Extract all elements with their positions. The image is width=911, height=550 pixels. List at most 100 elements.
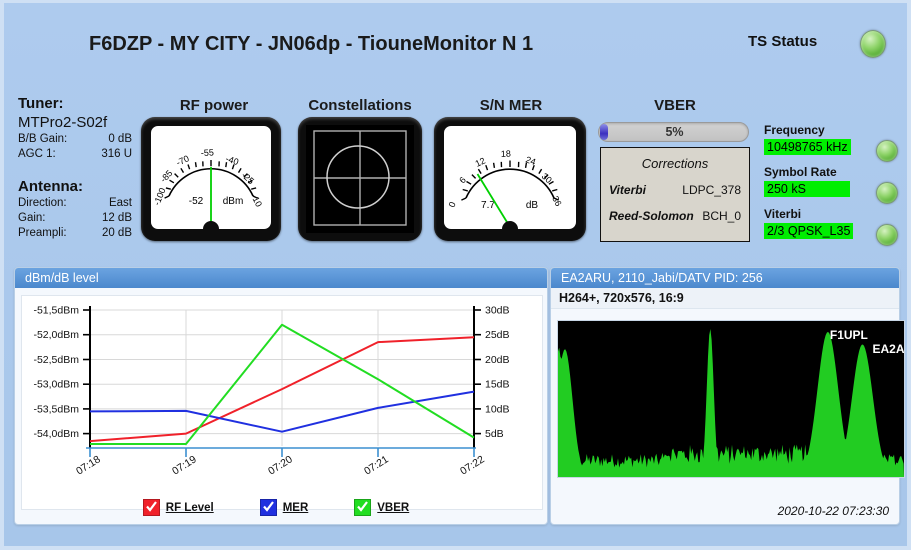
svg-text:07:18: 07:18: [74, 453, 103, 477]
svg-text:5dB: 5dB: [485, 428, 504, 440]
antenna-gain-label: Gain:: [18, 212, 46, 224]
tuner-bbgain-label: B/B Gain:: [18, 133, 68, 145]
ts-status-label: TS Status: [748, 33, 818, 50]
svg-text:-40: -40: [224, 153, 240, 167]
svg-text:30dB: 30dB: [485, 305, 510, 317]
svg-text:-25: -25: [240, 170, 256, 186]
constellation-face: [306, 125, 414, 233]
legend-label-vber: VBER: [377, 501, 410, 514]
tuner-agc1-value: 316 U: [101, 148, 132, 160]
svg-text:15dB: 15dB: [485, 379, 510, 391]
symbol-rate-value: 250 kS: [764, 181, 850, 197]
svg-text:-52,0dBm: -52,0dBm: [33, 329, 79, 341]
antenna-direction-value: East: [108, 197, 132, 209]
mer-checkbox[interactable]: [259, 499, 277, 516]
antenna-row: Preampli: 20 dB: [18, 226, 136, 240]
corrections-panel: Corrections Viterbi LDPC_378 Reed-Solomo…: [600, 147, 750, 242]
rf-power-reading: -52: [189, 196, 204, 207]
symbol-rate-led: [876, 182, 898, 204]
video-panel: EA2ARU, 2110_Jabi/DATV PID: 256 H264+, 7…: [550, 267, 905, 525]
viterbi-led: [876, 224, 898, 246]
corrections-viterbi-label: Viterbi: [609, 183, 646, 197]
antenna-heading: Antenna:: [18, 178, 83, 195]
viterbi-param: Viterbi 2/3 QPSK_L35: [764, 207, 898, 246]
constellation-grid: [313, 130, 407, 226]
svg-text:20dB: 20dB: [485, 354, 510, 366]
svg-text:25dB: 25dB: [485, 329, 510, 341]
rf-level-checkbox[interactable]: [142, 499, 160, 516]
timestamp: 2020-10-22 07:23:30: [777, 504, 889, 518]
sn-mer-caption: S/N MER: [479, 97, 543, 114]
svg-text:36: 36: [550, 194, 563, 207]
antenna-row: Gain: 12 dB: [18, 211, 136, 225]
svg-text:24: 24: [524, 154, 537, 167]
symbol-rate-label: Symbol Rate: [764, 165, 837, 179]
antenna-direction-label: Direction:: [18, 197, 67, 209]
spectrum-graph: F1UPL EA2AR: [558, 328, 904, 477]
svg-text:07:19: 07:19: [170, 453, 199, 477]
constellation-display: [298, 117, 422, 241]
vber-checkbox[interactable]: [354, 499, 372, 516]
svg-text:07:22: 07:22: [458, 453, 487, 477]
svg-text:0: 0: [447, 200, 458, 208]
antenna-preampli-label: Preampli:: [18, 227, 67, 239]
corrections-viterbi-value: LDPC_378: [682, 183, 741, 197]
video-format-info: H264+, 720x576, 16:9: [551, 288, 899, 309]
vber-progress-bar: 5%: [598, 122, 749, 142]
tuner-bbgain-value: 0 dB: [108, 133, 132, 145]
svg-text:-100: -100: [152, 186, 168, 206]
vber-percent-label: 5%: [665, 125, 684, 139]
sn-mer-dial: 0 6 12 18 24 30 36 7.7 dB: [447, 148, 564, 229]
legend-label-rf-level: RF Level: [165, 501, 214, 514]
corrections-title: Corrections: [641, 156, 709, 171]
svg-text:F1UPL: F1UPL: [830, 328, 868, 342]
vber-progress-fill: [600, 124, 608, 140]
frequency-param: Frequency 10498765 kHz: [764, 123, 898, 162]
corrections-reed-solomon-label: Reed-Solomon: [609, 209, 694, 223]
spectrum-display: F1UPL EA2AR: [557, 320, 905, 478]
svg-text:07:21: 07:21: [362, 453, 391, 477]
tuner-row: AGC 1: 316 U: [18, 147, 136, 161]
svg-text:-53,5dBm: -53,5dBm: [33, 403, 79, 415]
header: F6DZP - MY CITY - JN06dp - TiouneMonitor…: [4, 3, 907, 75]
svg-text:18: 18: [501, 148, 512, 159]
chart-panel: dBm/dB level -51,5dBm -52,0dBm -52,5dBm -53…: [14, 267, 548, 525]
viterbi-label: Viterbi: [764, 207, 802, 221]
legend-item-mer[interactable]: MER: [259, 499, 308, 516]
rf-power-meter: -100 -85 -70 -55 -40 -25 -10 -52 dBm: [141, 117, 281, 241]
corrections-row-reed-solomon: Reed-Solomon BCH_0: [601, 209, 749, 223]
tuner-heading: Tuner:: [18, 95, 64, 112]
rf-power-caption: RF power: [179, 97, 249, 114]
level-chart: -51,5dBm -52,0dBm -52,5dBm -53,0dBm -53,5dBm…: [33, 305, 510, 478]
legend-item-rf-level[interactable]: RF Level: [142, 499, 214, 516]
svg-text:30: 30: [540, 171, 554, 185]
svg-text:-52,5dBm: -52,5dBm: [33, 354, 79, 366]
svg-text:07:20: 07:20: [266, 453, 295, 477]
svg-text:-51,5dBm: -51,5dBm: [33, 305, 79, 317]
svg-text:-10: -10: [249, 192, 264, 208]
svg-text:-53,0dBm: -53,0dBm: [33, 379, 79, 391]
sn-mer-reading: 7.7: [481, 200, 495, 211]
chart-plot-area: -51,5dBm -52,0dBm -52,5dBm -53,0dBm -53,5dBm…: [21, 295, 543, 510]
viterbi-value: 2/3 QPSK_L35: [764, 223, 854, 239]
vber-caption: VBER: [654, 97, 696, 114]
svg-text:EA2AR: EA2AR: [872, 342, 904, 356]
rf-power-meter-face: -100 -85 -70 -55 -40 -25 -10 -52 dBm: [151, 126, 271, 229]
tuner-row: B/B Gain: 0 dB: [18, 132, 136, 146]
constellations-caption: Constellations: [308, 97, 412, 114]
antenna-preampli-value: 20 dB: [101, 227, 132, 239]
tuner-agc1-label: AGC 1:: [18, 148, 56, 160]
sn-mer-needle: [476, 173, 511, 228]
legend-item-vber[interactable]: VBER: [354, 499, 409, 516]
frequency-label: Frequency: [764, 123, 825, 137]
tuner-model: MTPro2-S02f: [18, 114, 108, 131]
corrections-reed-solomon-value: BCH_0: [702, 209, 741, 223]
sn-mer-meter-face: 0 6 12 18 24 30 36 7.7 dB: [444, 126, 576, 229]
sn-mer-meter: 0 6 12 18 24 30 36 7.7 dB: [434, 117, 586, 241]
ts-status-led: [860, 30, 886, 58]
frequency-led: [876, 140, 898, 162]
frequency-value: 10498765 kHz: [764, 139, 851, 155]
corrections-row-viterbi: Viterbi LDPC_378: [601, 183, 749, 197]
svg-text:-54,0dBm: -54,0dBm: [33, 428, 79, 440]
